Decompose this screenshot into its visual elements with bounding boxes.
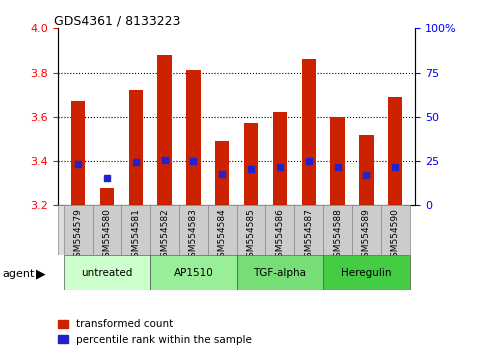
Bar (157, 55, 172, 205)
Text: AP1510: AP1510 (173, 268, 213, 278)
Legend: transformed count, percentile rank within the sample: transformed count, percentile rank withi… (54, 315, 256, 349)
Text: GSM554581: GSM554581 (131, 208, 140, 263)
Text: GSM554590: GSM554590 (391, 208, 400, 263)
Bar (301, 59, 316, 205)
Bar (330, 117, 345, 205)
Text: GSM554588: GSM554588 (333, 208, 342, 263)
Text: GSM554580: GSM554580 (102, 208, 112, 263)
Bar (359, 135, 373, 205)
Bar (186, 70, 200, 205)
Bar (388, 97, 402, 205)
Bar (208, 205, 237, 255)
Bar (128, 90, 143, 205)
Bar (244, 124, 258, 205)
Text: TGF-alpha: TGF-alpha (254, 268, 306, 278)
Bar (71, 101, 85, 205)
Text: GDS4361 / 8133223: GDS4361 / 8133223 (55, 14, 181, 27)
Bar (237, 205, 266, 255)
Text: GSM554583: GSM554583 (189, 208, 198, 263)
Bar (64, 255, 150, 290)
Text: untreated: untreated (81, 268, 133, 278)
Bar (64, 205, 93, 255)
Text: GSM554579: GSM554579 (73, 208, 83, 263)
Text: GSM554585: GSM554585 (247, 208, 256, 263)
Bar (266, 205, 294, 255)
Bar (323, 255, 410, 290)
Bar (100, 188, 114, 205)
Text: agent: agent (2, 269, 35, 279)
Bar (215, 141, 229, 205)
Bar (150, 205, 179, 255)
Text: GSM554584: GSM554584 (218, 208, 227, 263)
Text: GSM554589: GSM554589 (362, 208, 371, 263)
Text: GSM554587: GSM554587 (304, 208, 313, 263)
Bar (352, 205, 381, 255)
Bar (273, 113, 287, 205)
Bar (121, 205, 150, 255)
Bar (323, 205, 352, 255)
Bar (237, 255, 323, 290)
Bar (150, 255, 237, 290)
Bar (179, 205, 208, 255)
Text: Heregulin: Heregulin (341, 268, 392, 278)
Bar (294, 205, 323, 255)
Text: GSM554586: GSM554586 (275, 208, 284, 263)
Text: GSM554582: GSM554582 (160, 208, 169, 263)
Bar (381, 205, 410, 255)
Bar (93, 205, 121, 255)
Text: ▶: ▶ (36, 268, 46, 281)
